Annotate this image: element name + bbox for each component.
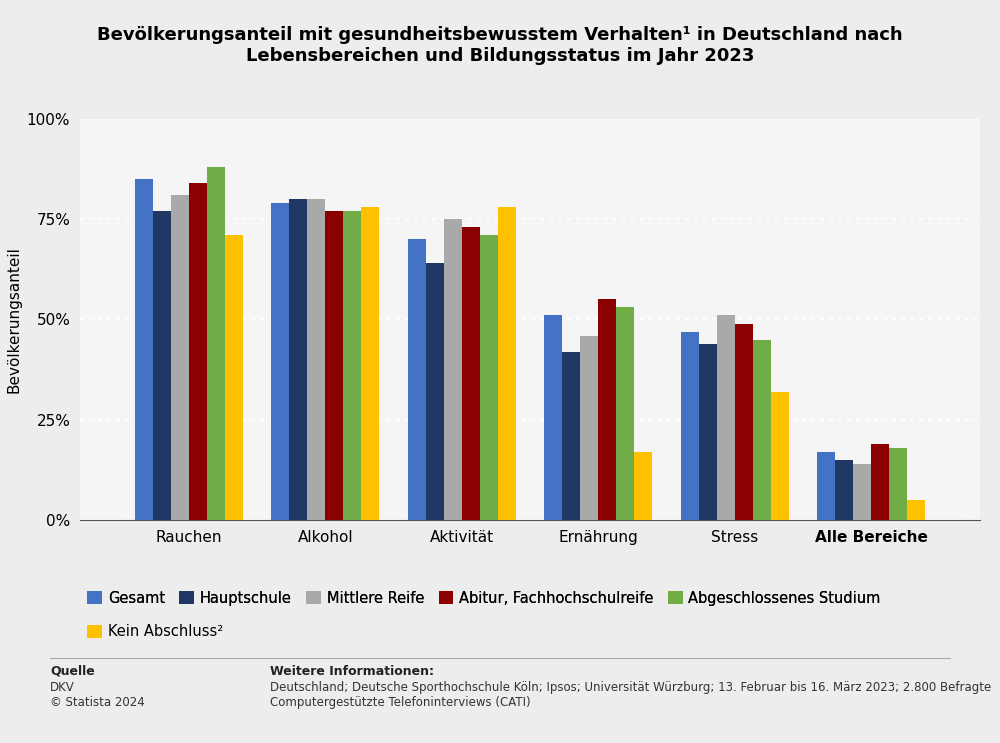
- Bar: [598, 299, 616, 520]
- Bar: [153, 211, 171, 520]
- Bar: [634, 452, 652, 520]
- Bar: [426, 263, 444, 520]
- Bar: [616, 308, 634, 520]
- Bar: [562, 351, 580, 520]
- Y-axis label: Bevölkerungsanteil: Bevölkerungsanteil: [6, 246, 21, 393]
- Bar: [817, 452, 835, 520]
- Bar: [681, 331, 699, 520]
- Text: Quelle: Quelle: [50, 665, 95, 678]
- Bar: [498, 207, 516, 520]
- Bar: [735, 323, 753, 520]
- Bar: [907, 500, 925, 520]
- Bar: [307, 199, 325, 520]
- Bar: [444, 219, 462, 520]
- Bar: [480, 236, 498, 520]
- Bar: [189, 183, 207, 520]
- Bar: [408, 239, 426, 520]
- Bar: [462, 227, 480, 520]
- Bar: [889, 448, 907, 520]
- Legend: Kein Abschluss²: Kein Abschluss²: [87, 624, 223, 639]
- Text: Deutschland; Deutsche Sporthochschule Köln; Ipsos; Universität Würzburg; 13. Feb: Deutschland; Deutsche Sporthochschule Kö…: [270, 681, 991, 710]
- Bar: [717, 316, 735, 520]
- Bar: [325, 211, 343, 520]
- Bar: [544, 316, 562, 520]
- Text: Bevölkerungsanteil mit gesundheitsbewusstem Verhalten¹ in Deutschland nach
Leben: Bevölkerungsanteil mit gesundheitsbewuss…: [97, 26, 903, 65]
- Bar: [580, 336, 598, 520]
- Legend: Gesamt, Hauptschule, Mittlere Reife, Abitur, Fachhochschulreife, Abgeschlossenes: Gesamt, Hauptschule, Mittlere Reife, Abi…: [87, 591, 881, 606]
- Bar: [835, 460, 853, 520]
- Bar: [361, 207, 379, 520]
- Bar: [271, 203, 289, 520]
- Bar: [289, 199, 307, 520]
- Bar: [225, 236, 243, 520]
- Bar: [207, 167, 225, 520]
- Text: Weitere Informationen:: Weitere Informationen:: [270, 665, 434, 678]
- Bar: [871, 444, 889, 520]
- Bar: [135, 179, 153, 520]
- Bar: [171, 195, 189, 520]
- Bar: [343, 211, 361, 520]
- Bar: [771, 392, 789, 520]
- Bar: [699, 343, 717, 520]
- Text: DKV
© Statista 2024: DKV © Statista 2024: [50, 681, 145, 710]
- Bar: [753, 340, 771, 520]
- Bar: [853, 464, 871, 520]
